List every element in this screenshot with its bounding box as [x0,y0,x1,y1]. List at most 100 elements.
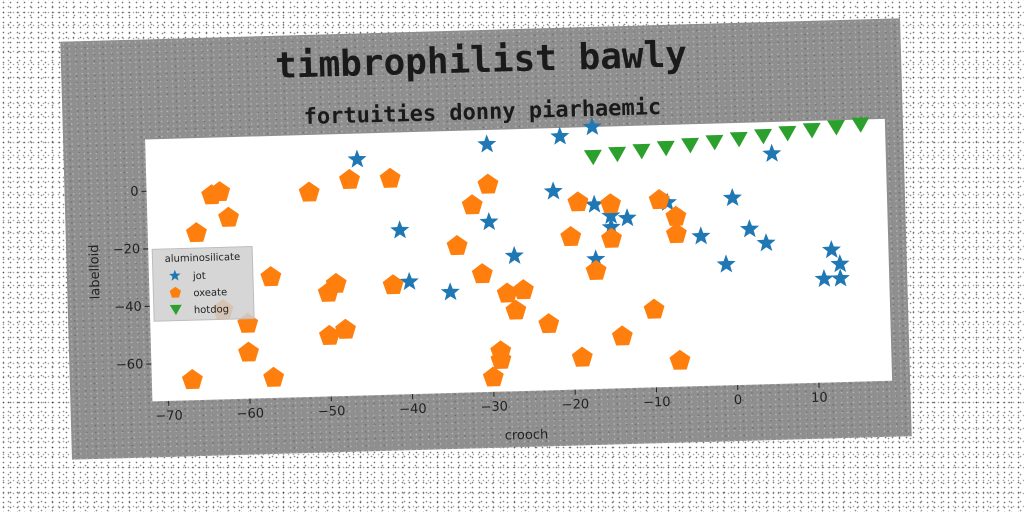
legend-entry-jot: jot [192,271,206,282]
oxeate-point [512,279,534,300]
jot-point [584,194,604,213]
oxeate-point [601,227,622,248]
series-hotdog [583,117,870,166]
oxeate-point [181,369,203,390]
jot-point [586,249,606,268]
hotdog-point [632,143,651,160]
y-axis-label: labelloid [87,244,104,299]
oxeate-point [218,206,240,227]
x-tick-label: 0 [734,393,743,408]
oxeate-point [446,235,468,256]
y-ticks: 0 −20 −40 −60 [113,185,152,373]
jot-point [762,143,782,162]
hotdog-point [802,122,821,139]
oxeate-point [600,193,621,214]
jot-point [716,254,736,273]
hotdog-point [608,146,627,163]
jot-point [543,181,563,200]
oxeate-point [585,259,607,281]
oxeate-point [185,222,207,243]
oxeate-point [560,226,582,247]
oxeate-point [318,324,340,345]
x-tick-label: −70 [155,409,183,425]
y-tick-label: −40 [114,300,142,316]
jot-point [830,254,850,273]
x-axis-label: crooch [505,427,549,443]
oxeate-point [490,348,512,370]
legend-entry-oxeate: oxeate [193,287,227,299]
hotdog-point [681,137,700,154]
hotdog-point [754,128,773,145]
jot-point [479,212,499,231]
oxeate-point [665,223,687,244]
jot-point [550,126,570,145]
oxeate-point [611,325,633,346]
y-tick-label: 0 [130,185,139,200]
oxeate-point [209,181,231,202]
figure-card: timbrophilist bawly fortuities donny pia… [60,18,912,460]
hotdog-point [583,149,602,166]
oxeate-point [665,205,687,226]
legend-title: aluminosilicate [165,252,241,265]
x-tick-label: −10 [643,395,671,411]
oxeate-point [482,366,504,387]
x-ticks: −70 −60 −50 −40 −30 −20 −10 0 10 [155,382,828,425]
jot-point [440,282,460,301]
oxeate-point [461,194,483,215]
jot-point [814,268,834,288]
x-tick-label: −40 [399,402,427,418]
jot-point [390,220,410,239]
jot-point [739,219,760,238]
oxeate-point [339,168,360,189]
scatter-plot: −70 −60 −50 −40 −30 −20 −10 0 10 0 −20 −40 −60 croo… [87,116,893,444]
x-tick-label: 10 [811,391,828,406]
x-tick-label: −30 [480,399,508,415]
hotdog-point [851,117,870,133]
oxeate-point [538,313,560,334]
oxeate-point [238,341,259,362]
x-tick-label: −50 [318,404,346,420]
jot-point [601,205,621,224]
jot-point [582,116,602,136]
y-tick-label: −20 [113,242,141,258]
oxeate-point [263,366,285,387]
oxeate-point [567,191,589,212]
jot-point [722,188,742,207]
hotdog-point [705,134,724,151]
legend-box [151,246,255,322]
jot-point [821,239,841,259]
jot-point [617,208,637,227]
jot-point [830,268,850,287]
legend: aluminosilicate jot oxeate hotdog [151,246,255,322]
oxeate-point [471,263,493,284]
oxeate-point [382,274,404,295]
oxeate-point [505,299,527,320]
oxeate-point [571,346,593,367]
hotdog-point [827,119,846,136]
legend-marker-oxeate [169,286,182,298]
oxeate-point [669,349,691,370]
legend-marker-hotdog [169,304,182,316]
legend-entry-hotdog: hotdog [194,304,229,316]
oxeate-point [477,173,499,194]
jot-point [756,233,776,252]
jot-point [477,134,497,153]
oxeate-point [317,281,339,302]
jot-point [504,245,524,265]
hotdog-point [729,131,748,148]
hotdog-point [778,125,797,142]
oxeate-point [260,266,282,287]
oxeate-point [335,318,356,339]
legend-marker-jot [169,269,181,281]
oxeate-point [379,167,401,188]
oxeate-point [648,189,670,210]
hotdog-point [656,140,675,157]
jot-point [347,149,367,168]
jot-point [399,271,419,291]
x-tick-label: −20 [562,397,590,413]
oxeate-point [496,282,518,303]
oxeate-point [643,298,665,319]
x-tick-label: −60 [236,406,264,422]
jot-point [691,226,711,245]
y-tick-label: −60 [116,357,144,373]
